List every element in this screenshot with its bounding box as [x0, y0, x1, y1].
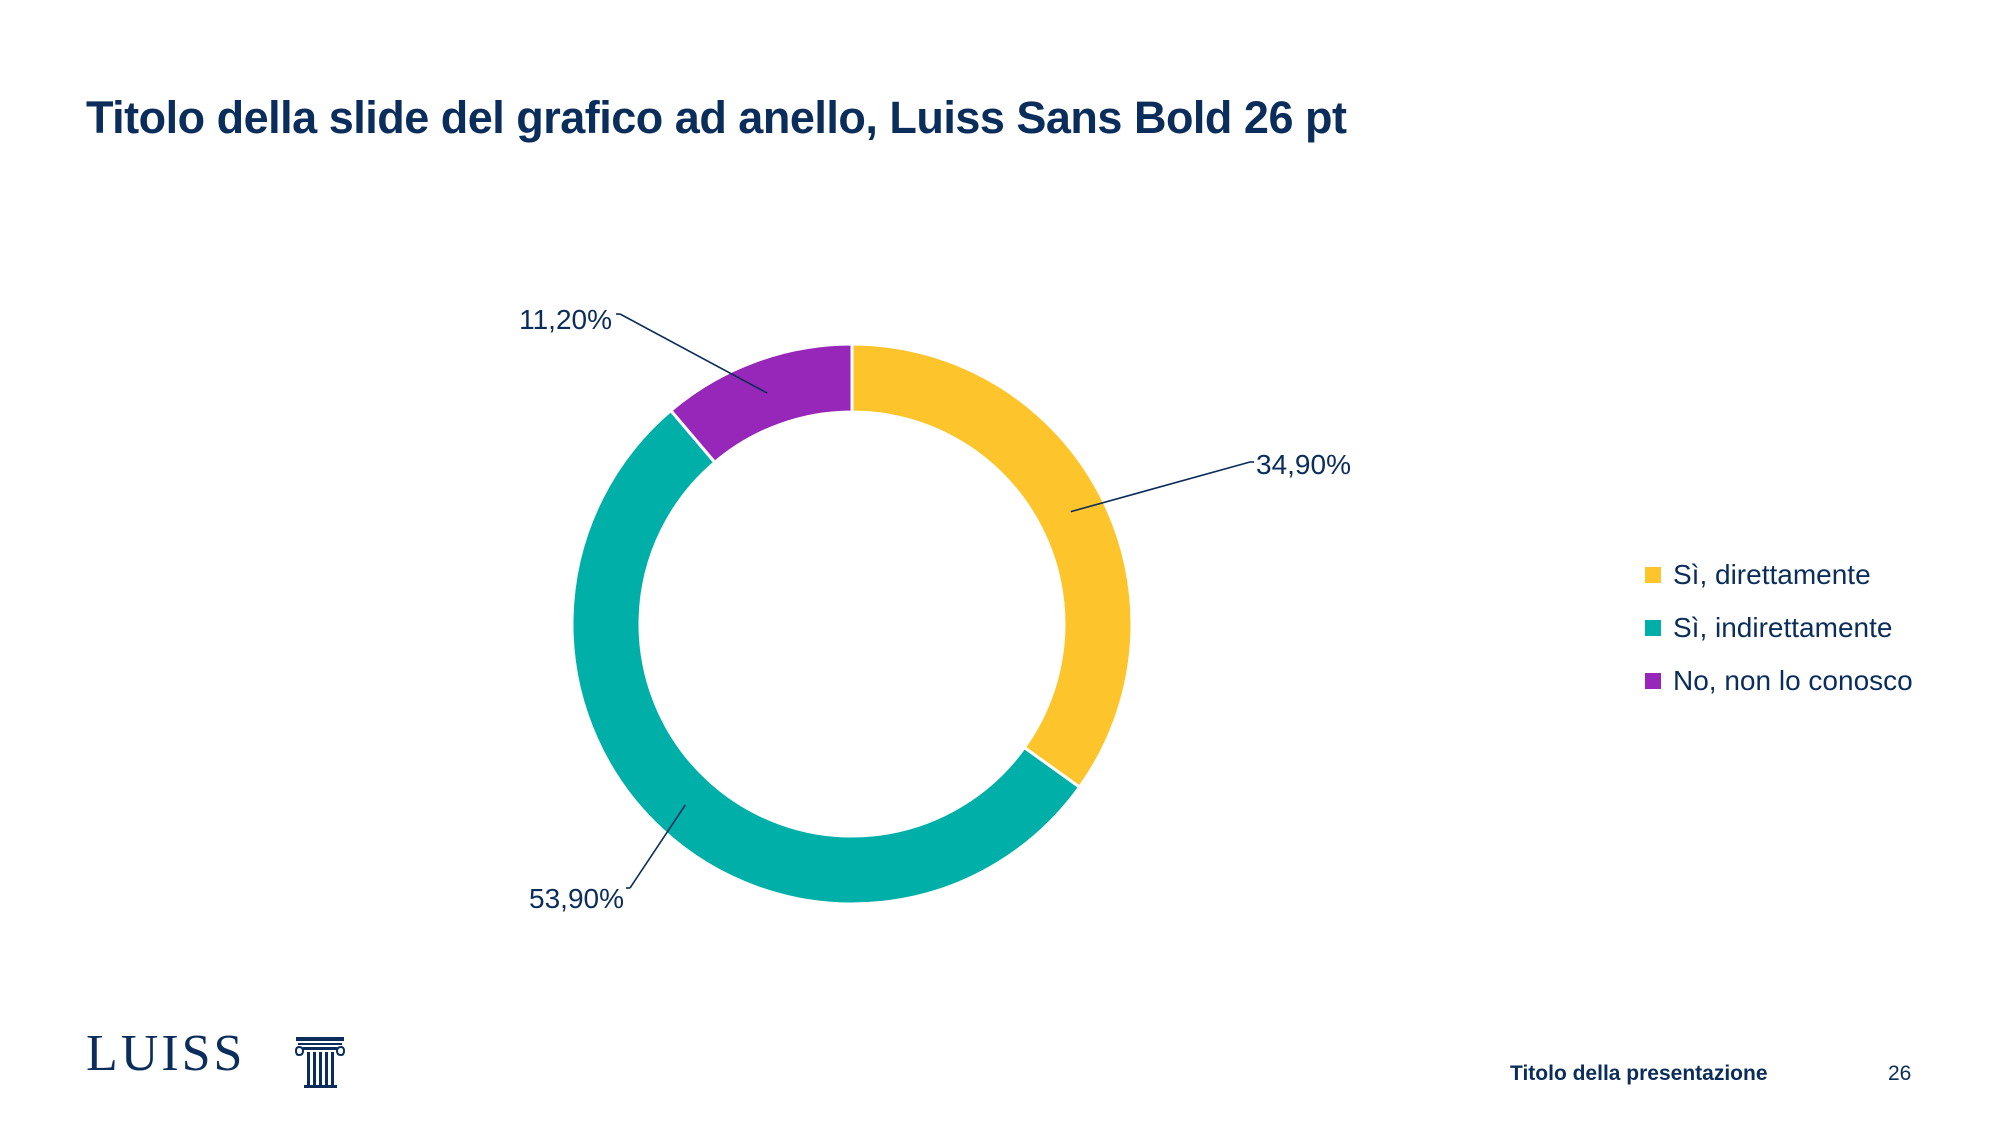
legend-swatch	[1645, 566, 1661, 583]
donut-slice-3	[668, 342, 854, 465]
data-labels: 34,90% 53,90% 11,20%	[519, 304, 1351, 914]
legend-item-no-non-lo-conosco: No, non lo conosco	[1645, 654, 1913, 707]
leader-line-2	[629, 804, 686, 889]
donut-slice-1	[850, 342, 1134, 790]
legend-label: No, non lo conosco	[1673, 664, 1913, 696]
donut-slices	[570, 342, 1134, 906]
page-number: 26	[1888, 1062, 1912, 1085]
donut-slice-2	[570, 408, 1082, 906]
legend-label: Sì, direttamente	[1673, 558, 1871, 590]
legend-item-si-direttamente: Sì, direttamente	[1645, 548, 1913, 601]
data-label-3: 11,20%	[519, 304, 612, 335]
legend-item-si-indirettamente: Sì, indirettamente	[1645, 601, 1913, 654]
legend-swatch	[1645, 619, 1661, 636]
data-label-1: 34,90%	[1256, 449, 1351, 480]
luiss-logo-wordmark: LUISS	[86, 1025, 246, 1082]
leader-lines	[616, 313, 1254, 889]
chart-legend: Sì, direttamente Sì, indirettamente No, …	[1645, 548, 1913, 707]
slide-title: Titolo della slide del grafico ad anello…	[86, 92, 1347, 143]
legend-swatch	[1645, 672, 1661, 689]
presentation-title: Titolo della presentazione	[1510, 1062, 1768, 1085]
legend-label: Sì, indirettamente	[1673, 611, 1893, 643]
leader-line-3	[619, 313, 768, 394]
leader-line-1	[1070, 461, 1251, 513]
column-logo-icon	[295, 1037, 345, 1088]
data-label-2: 53,90%	[529, 883, 624, 914]
